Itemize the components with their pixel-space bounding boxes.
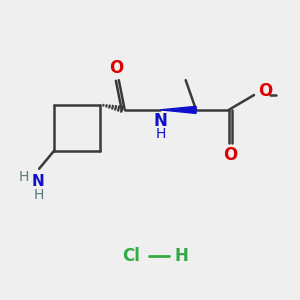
Text: O: O (258, 82, 272, 100)
Text: Cl: Cl (122, 247, 140, 265)
Text: O: O (109, 59, 124, 77)
Text: H: H (34, 188, 44, 202)
Text: H: H (18, 170, 28, 184)
Text: H: H (174, 247, 188, 265)
Text: N: N (31, 174, 44, 189)
Polygon shape (160, 106, 196, 113)
Text: N: N (154, 112, 167, 130)
Text: H: H (155, 127, 166, 141)
Text: O: O (224, 146, 238, 164)
